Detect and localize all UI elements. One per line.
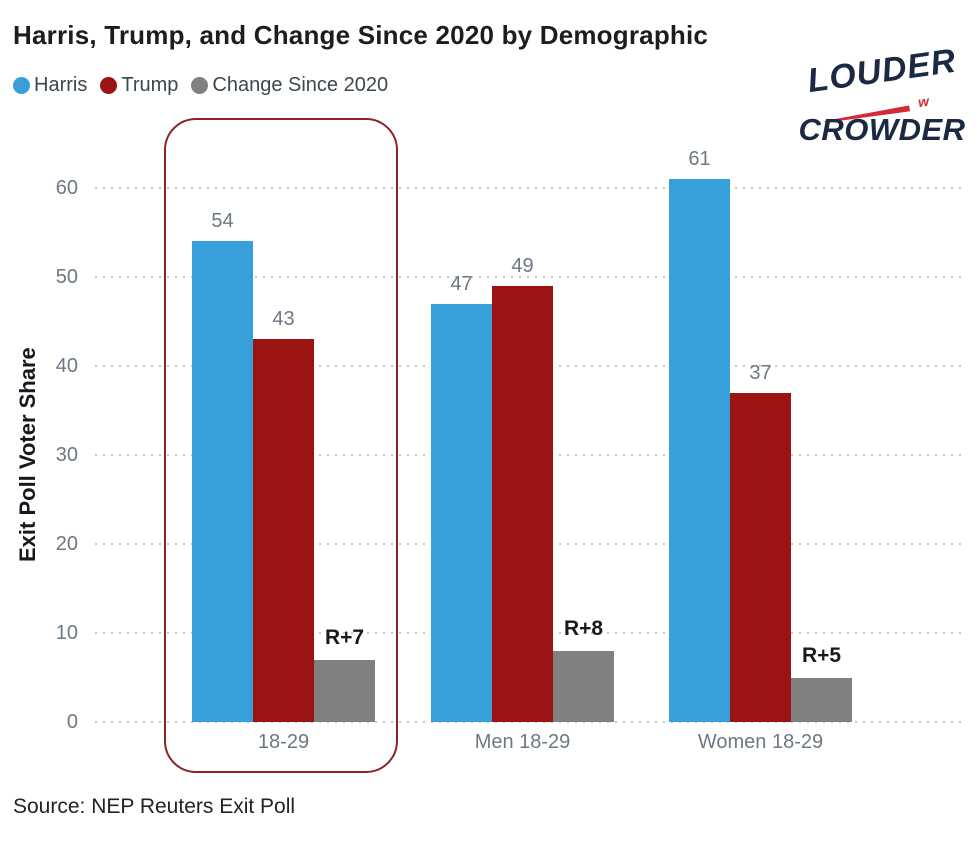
bar-trump-women-18-29 [730, 392, 791, 722]
value-label-18-29: 43 [272, 308, 295, 331]
y-tick-label-60: 60 [55, 177, 78, 199]
y-tick-label-50: 50 [55, 266, 78, 288]
value-label-men-18-29: 47 [450, 272, 473, 295]
value-label-18-29: 54 [211, 210, 234, 233]
legend-label: Change Since 2020 [212, 74, 389, 96]
bar-trump-men-18-29 [492, 285, 553, 722]
y-tick-label-20: 20 [55, 533, 78, 555]
louder-with-crowder-logo: LOUDER w CROWDER [798, 42, 966, 147]
legend-label: Trump [121, 74, 179, 96]
legend-item-change-since-2020: Change Since 2020 [191, 74, 388, 97]
legend-dot-icon [191, 77, 209, 94]
bar-harris-18-29 [192, 241, 253, 722]
legend-item-harris: Harris [13, 74, 87, 97]
bar-change-since-2020-women-18-29 [791, 677, 852, 722]
value-label-women-18-29: 61 [688, 148, 711, 171]
y-tick-label-0: 0 [66, 711, 78, 733]
legend-dot-icon [100, 77, 118, 94]
diff-label-women-18-29: R+5 [801, 643, 842, 667]
bar-trump-18-29 [253, 339, 314, 722]
gridline-y50 [95, 276, 965, 278]
chart-title: Harris, Trump, and Change Since 2020 by … [13, 20, 709, 50]
x-category-label-women-18-29: Women 18-29 [697, 731, 824, 753]
y-tick-label-30: 30 [55, 444, 78, 466]
gridline-y60 [95, 187, 965, 189]
x-category-label-men-18-29: Men 18-29 [474, 731, 571, 753]
legend-item-trump: Trump [100, 74, 178, 97]
gridline-y0 [95, 721, 965, 723]
logo-text-crowder: CROWDER [798, 112, 966, 147]
y-tick-label-10: 10 [55, 622, 78, 644]
y-tick-label-40: 40 [55, 355, 78, 377]
value-label-men-18-29: 49 [511, 254, 534, 277]
diff-label-men-18-29: R+8 [563, 616, 604, 640]
legend-dot-icon [13, 77, 30, 94]
x-category-label-18-29: 18-29 [257, 731, 310, 753]
bar-change-since-2020-men-18-29 [553, 650, 614, 722]
source-note: Source: NEP Reuters Exit Poll [13, 795, 296, 818]
bar-change-since-2020-18-29 [314, 659, 375, 722]
bar-harris-men-18-29 [431, 303, 492, 722]
diff-label-18-29: R+7 [324, 625, 365, 649]
bar-harris-women-18-29 [669, 179, 730, 722]
legend-label: Harris [34, 74, 88, 96]
value-label-women-18-29: 37 [749, 361, 772, 384]
legend: Harris Trump Change Since 2020 [13, 74, 388, 97]
